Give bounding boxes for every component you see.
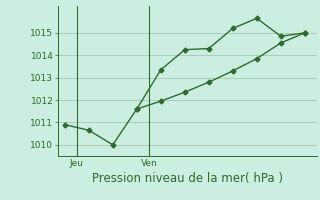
X-axis label: Pression niveau de la mer( hPa ): Pression niveau de la mer( hPa )	[92, 172, 283, 185]
